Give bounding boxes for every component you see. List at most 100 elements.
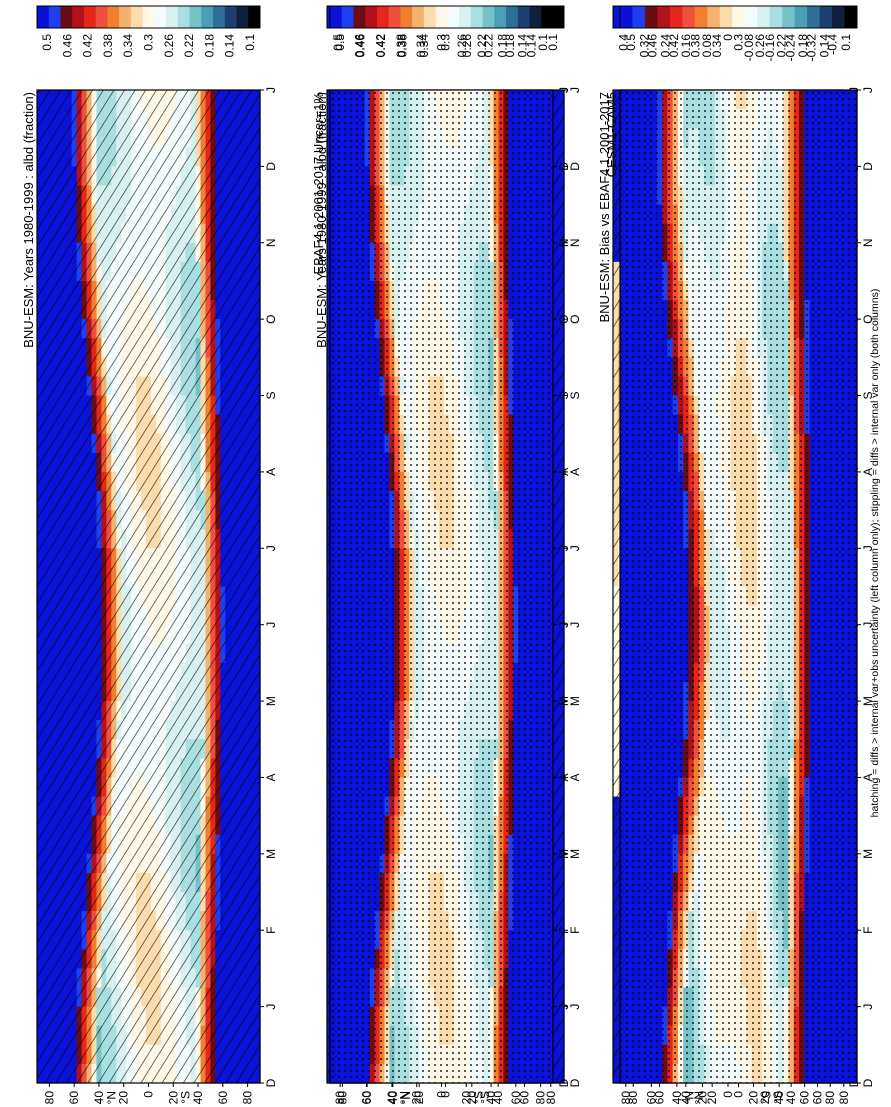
lat-tick-label: 20 xyxy=(412,1091,426,1105)
colorbar-swatch xyxy=(177,6,190,28)
colorbar-swatch xyxy=(224,6,237,28)
month-label: M xyxy=(568,849,582,859)
colorbar-swatch xyxy=(189,6,202,28)
month-label: S xyxy=(568,392,582,400)
panel-model: 80 60 40 20 0 20 40 60 80 °N °S D J F M A M J J A S O N D J BNU-E… xyxy=(21,5,278,1105)
colorbar-label: 0.34 xyxy=(121,34,135,58)
colorbar-swatch xyxy=(119,6,132,28)
colorbar-label: 0.46 xyxy=(60,34,74,58)
colorbar-swatch xyxy=(95,6,108,28)
month-label: D xyxy=(264,1078,278,1087)
month-label: A xyxy=(264,468,278,476)
colorbar-label: 0.38 xyxy=(395,34,409,58)
month-label: A xyxy=(264,773,278,781)
colorbar-label: 0.26 xyxy=(460,34,474,58)
colorbar-label: 0.5 xyxy=(331,34,345,51)
panel-title: BNU-ESM: Years 1980-1999 : albd (fractio… xyxy=(21,92,36,348)
south-label: °S xyxy=(478,1091,492,1104)
colorbar-swatch xyxy=(83,6,97,28)
colorbar-swatch xyxy=(201,6,214,28)
lat-tick-label: 80 xyxy=(544,1091,558,1105)
month-label: S xyxy=(264,392,278,400)
month-label: J xyxy=(264,1004,278,1010)
lat-tick-label: 20 xyxy=(166,1091,180,1105)
month-label: M xyxy=(264,696,278,706)
month-label: F xyxy=(568,927,582,934)
month-label: J xyxy=(568,87,582,93)
north-label: °N xyxy=(399,1091,413,1104)
panel-title: EBAF4.1 2001-2017 Uncer=1% xyxy=(311,92,326,275)
lat-tick-label: 40 xyxy=(92,1091,106,1105)
lat-tick-label: 60 xyxy=(360,1091,374,1105)
colorbar-label: 0.22 xyxy=(482,34,496,58)
colorbar-swatch xyxy=(37,6,50,28)
month-label: O xyxy=(264,314,278,323)
lat-tick-label: 80 xyxy=(333,1091,347,1105)
month-label: A xyxy=(568,468,582,476)
month-label: N xyxy=(264,238,278,247)
colorbar-swatch xyxy=(107,6,120,28)
lat-tick-label: 20 xyxy=(465,1091,479,1105)
north-label: °N xyxy=(104,1091,118,1104)
colorbar-label: 0.3 xyxy=(439,34,453,51)
colorbar-label: 0.5 xyxy=(40,34,54,51)
month-label: O xyxy=(568,314,582,323)
month-label: D xyxy=(264,162,278,171)
colorbar: 0.5 0.46 0.42 0.38 0.34 0.3 0.26 0.22 0.18 0.14 0.… xyxy=(36,5,261,58)
colorbar-label: 0.22 xyxy=(182,34,196,58)
colorbar-swatch xyxy=(166,6,179,28)
lat-tick-label: 0 xyxy=(142,1091,156,1098)
colorbar-label: 0.34 xyxy=(417,34,431,58)
lat-tick-label: 40 xyxy=(386,1091,400,1105)
colorbar-label: 0.3 xyxy=(142,34,156,51)
colorbar-frame xyxy=(36,5,261,29)
hatching-overlay xyxy=(37,90,260,1083)
colorbar-swatch xyxy=(142,6,155,28)
colorbar-label: 0.42 xyxy=(81,34,95,58)
colorbar-label: 0.46 xyxy=(352,34,366,58)
lat-tick-label: 60 xyxy=(216,1091,230,1105)
colorbar-label: 0.42 xyxy=(374,34,388,58)
colorbar-swatch xyxy=(551,6,565,28)
colorbar-label: 0.18 xyxy=(503,34,517,58)
month-label: J xyxy=(264,545,278,551)
panels-layer: 80 60 40 20 0 20 40 60 80 °N °S D J F M A M J J A S O N D J BNU-E… xyxy=(21,5,891,1105)
colorbar-swatch xyxy=(248,6,261,28)
lat-tick-label: 60 xyxy=(67,1091,81,1105)
colorbar-swatch xyxy=(213,6,226,28)
month-label: J xyxy=(568,545,582,551)
month-label: D xyxy=(568,1078,582,1087)
colorbar-swatch xyxy=(236,6,249,28)
colorbar-label: 0.38 xyxy=(101,34,115,58)
colorbar-swatch xyxy=(60,6,73,28)
month-label: J xyxy=(568,1004,582,1010)
colorbar-swatch xyxy=(72,6,85,28)
month-label: D xyxy=(568,162,582,171)
colorbar-label: 0.1 xyxy=(546,34,560,51)
month-label: F xyxy=(264,927,278,934)
south-label: °S xyxy=(179,1091,193,1104)
colorbar-swatch xyxy=(154,6,167,28)
month-label: A xyxy=(568,773,582,781)
month-label: J xyxy=(568,622,582,628)
lat-tick-label: 80 xyxy=(241,1091,255,1105)
month-label: N xyxy=(568,238,582,247)
lat-tick-label: 40 xyxy=(491,1091,505,1105)
lat-tick-label: 0 xyxy=(439,1091,453,1098)
lat-tick-label: 40 xyxy=(191,1091,205,1105)
colorbar-label: 0.14 xyxy=(223,34,237,58)
month-label: M xyxy=(568,696,582,706)
lat-tick-label: 60 xyxy=(518,1091,532,1105)
month-label: J xyxy=(264,87,278,93)
colorbar-label: 0.14 xyxy=(525,34,539,58)
lat-tick-label: 20 xyxy=(117,1091,131,1105)
lat-tick-label: 80 xyxy=(42,1091,56,1105)
colorbar-swatch xyxy=(48,6,61,28)
colorbar-label: 0.1 xyxy=(243,34,257,51)
month-label: J xyxy=(264,622,278,628)
colorbar-swatch xyxy=(130,6,144,28)
month-label: M xyxy=(264,849,278,859)
colorbar-label: 0.26 xyxy=(162,34,176,58)
colorbar-label: 0.18 xyxy=(202,34,216,58)
